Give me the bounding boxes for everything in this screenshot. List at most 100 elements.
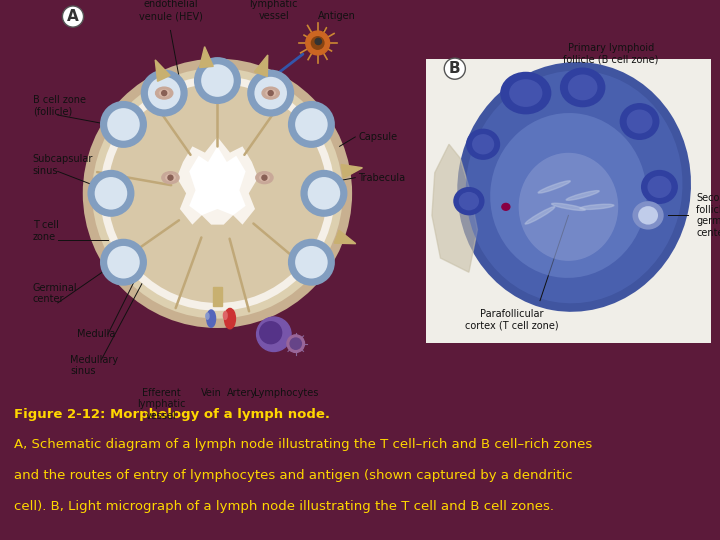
Text: Artery: Artery <box>228 388 258 397</box>
Polygon shape <box>215 165 224 174</box>
Text: Capsule: Capsule <box>359 132 397 142</box>
Text: Medulla: Medulla <box>76 329 115 339</box>
Circle shape <box>268 91 273 96</box>
Ellipse shape <box>156 87 173 99</box>
Text: and the routes of entry of lymphocytes and antigen (shown captured by a dendriti: and the routes of entry of lymphocytes a… <box>14 469 573 482</box>
Ellipse shape <box>472 134 494 154</box>
Circle shape <box>194 57 241 104</box>
Circle shape <box>83 59 352 328</box>
Ellipse shape <box>490 113 647 278</box>
Ellipse shape <box>256 172 273 184</box>
Ellipse shape <box>638 206 658 225</box>
Ellipse shape <box>626 110 652 133</box>
Circle shape <box>140 70 188 117</box>
Text: Efferent
lymphatic
vessel: Efferent lymphatic vessel <box>137 388 185 421</box>
Circle shape <box>315 38 321 44</box>
Text: T cell
zone: T cell zone <box>32 220 58 242</box>
Circle shape <box>307 177 341 210</box>
Circle shape <box>300 170 348 217</box>
Ellipse shape <box>260 174 269 181</box>
Text: Subcapsular
sinus: Subcapsular sinus <box>32 154 93 176</box>
Ellipse shape <box>509 79 542 107</box>
Ellipse shape <box>459 192 479 211</box>
Ellipse shape <box>466 71 683 303</box>
Circle shape <box>262 175 267 180</box>
Text: Vein: Vein <box>201 388 222 397</box>
Ellipse shape <box>641 170 678 204</box>
Polygon shape <box>156 60 170 82</box>
Circle shape <box>148 77 181 110</box>
Text: B: B <box>449 61 461 76</box>
Ellipse shape <box>457 62 691 312</box>
Ellipse shape <box>560 68 606 107</box>
Polygon shape <box>212 287 222 306</box>
Circle shape <box>288 239 335 286</box>
Circle shape <box>260 322 282 343</box>
Text: High
endothelial
venule (HEV): High endothelial venule (HEV) <box>138 0 202 21</box>
Circle shape <box>247 70 294 117</box>
Ellipse shape <box>500 72 552 114</box>
Text: B cell zone
(follicle): B cell zone (follicle) <box>32 95 86 117</box>
Circle shape <box>295 108 328 141</box>
Text: A: A <box>67 9 79 24</box>
Circle shape <box>100 239 147 286</box>
Text: Antigen: Antigen <box>318 11 356 21</box>
Polygon shape <box>199 46 213 68</box>
Text: Afferent
lymphatic
vessel: Afferent lymphatic vessel <box>250 0 298 21</box>
Circle shape <box>287 335 305 353</box>
Circle shape <box>306 31 330 55</box>
Ellipse shape <box>206 313 209 319</box>
Ellipse shape <box>620 103 660 140</box>
Ellipse shape <box>538 181 570 193</box>
Polygon shape <box>224 197 233 206</box>
Circle shape <box>92 68 343 319</box>
Text: Secondary
follicle with
germinal
center: Secondary follicle with germinal center <box>696 193 720 238</box>
Ellipse shape <box>160 90 169 96</box>
Circle shape <box>290 338 302 349</box>
Polygon shape <box>208 181 217 190</box>
Text: Lymphocytes: Lymphocytes <box>254 388 318 397</box>
Text: Primary lymphoid
follicle (B cell zone): Primary lymphoid follicle (B cell zone) <box>564 43 659 65</box>
Text: Trabecula: Trabecula <box>359 173 405 183</box>
Circle shape <box>256 317 291 352</box>
Ellipse shape <box>568 75 598 100</box>
Polygon shape <box>189 146 246 215</box>
Ellipse shape <box>518 153 618 261</box>
Ellipse shape <box>466 129 500 160</box>
Circle shape <box>107 246 140 279</box>
Ellipse shape <box>262 87 279 99</box>
Text: cell). B, Light micrograph of a lymph node illustrating the T cell and B cell zo: cell). B, Light micrograph of a lymph no… <box>14 500 554 513</box>
Text: Germinal
center: Germinal center <box>32 283 77 305</box>
Polygon shape <box>176 137 258 225</box>
Ellipse shape <box>525 207 555 224</box>
Ellipse shape <box>632 201 664 230</box>
Circle shape <box>201 64 234 97</box>
Ellipse shape <box>162 172 179 184</box>
Ellipse shape <box>223 312 227 319</box>
Circle shape <box>295 246 328 279</box>
Ellipse shape <box>266 90 275 96</box>
Circle shape <box>100 76 335 311</box>
Circle shape <box>108 84 327 303</box>
Polygon shape <box>432 144 477 272</box>
Ellipse shape <box>225 308 235 329</box>
Circle shape <box>162 91 167 96</box>
Polygon shape <box>341 165 362 178</box>
Text: A, Schematic diagram of a lymph node illustrating the T cell–rich and B cell–ric: A, Schematic diagram of a lymph node ill… <box>14 438 593 451</box>
Ellipse shape <box>166 174 175 181</box>
Circle shape <box>94 177 127 210</box>
Ellipse shape <box>552 203 585 211</box>
Ellipse shape <box>454 187 485 215</box>
Ellipse shape <box>566 191 599 200</box>
Circle shape <box>254 77 287 110</box>
Polygon shape <box>334 230 356 244</box>
Circle shape <box>168 175 173 180</box>
Circle shape <box>100 101 147 148</box>
Circle shape <box>311 37 324 49</box>
Ellipse shape <box>207 310 215 327</box>
Text: Figure 2-12: Morphology of a lymph node.: Figure 2-12: Morphology of a lymph node. <box>14 408 330 421</box>
Circle shape <box>107 108 140 141</box>
Polygon shape <box>211 197 220 206</box>
Ellipse shape <box>647 176 672 198</box>
Polygon shape <box>220 181 230 190</box>
